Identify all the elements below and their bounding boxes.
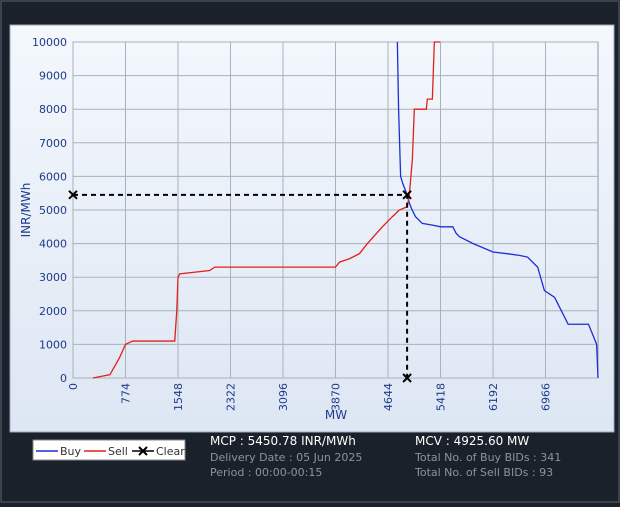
x-tick-label: 2322 (225, 383, 238, 411)
clear-marker (402, 373, 412, 383)
x-tick-label: 774 (120, 383, 133, 404)
x-tick-label: 0 (67, 383, 80, 390)
x-tick-label: 6966 (540, 383, 553, 411)
y-tick-label: 4000 (39, 238, 67, 251)
info-text: Delivery Date : 05 Jun 2025 (210, 451, 362, 464)
plot-panel (9, 24, 615, 433)
x-tick-label: 1548 (172, 383, 185, 411)
y-tick-label: 2000 (39, 305, 67, 318)
legend-label: Clear (156, 445, 185, 458)
x-tick-label: 3870 (330, 383, 343, 411)
y-tick-label: 7000 (39, 137, 67, 150)
x-tick-label: 4644 (382, 383, 395, 411)
y-tick-label: 0 (60, 372, 67, 385)
clear-marker (402, 190, 412, 200)
series-line (92, 41, 441, 379)
info-text: MCV : 4925.60 MW (415, 434, 529, 448)
y-tick-label: 9000 (39, 70, 67, 83)
y-tick-label: 3000 (39, 271, 67, 284)
y-tick-label: 6000 (39, 170, 67, 183)
x-tick-label: 5418 (435, 383, 448, 411)
info-text: Total No. of Buy BIDs : 341 (414, 451, 561, 464)
legend-label: Sell (108, 445, 128, 458)
y-tick-label: 5000 (39, 204, 67, 217)
y-tick-label: 8000 (39, 103, 67, 116)
y-tick-label: 1000 (39, 338, 67, 351)
legend-marker (138, 446, 148, 456)
info-text: Period : 00:00-00:15 (210, 466, 322, 479)
y-tick-label: 10000 (32, 36, 67, 49)
legend-label: Buy (60, 445, 82, 458)
info-text: Total No. of Sell BIDs : 93 (414, 466, 553, 479)
x-tick-label: 3096 (277, 383, 290, 411)
x-tick-label: 6192 (487, 383, 500, 411)
x-axis-label: MW (325, 408, 347, 422)
clear-marker (68, 190, 78, 200)
y-axis-label: INR/MWh (19, 183, 33, 238)
info-text: MCP : 5450.78 INR/MWh (210, 434, 356, 448)
